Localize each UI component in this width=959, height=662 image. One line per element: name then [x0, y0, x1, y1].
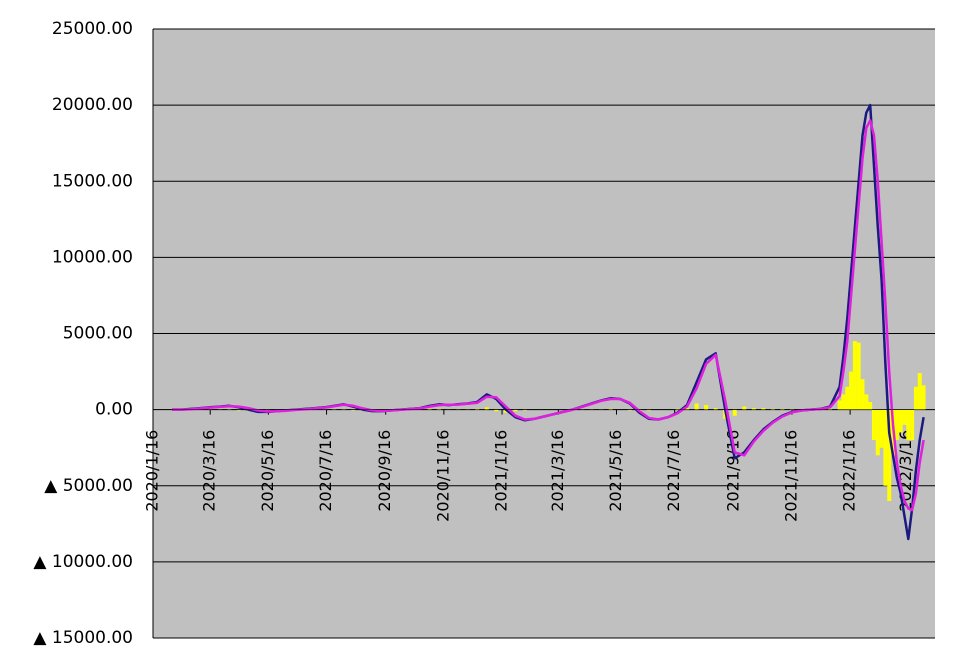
bar — [475, 408, 480, 410]
bar — [849, 371, 854, 410]
bar — [761, 408, 766, 410]
x-tick-label: 2020/3/16 — [200, 430, 219, 512]
bar — [887, 409, 892, 501]
y-tick-label: 25000.00 — [52, 19, 133, 39]
bar — [906, 409, 911, 441]
x-tick-label: 2020/1/16 — [143, 430, 162, 512]
bar — [685, 408, 690, 410]
bar — [875, 409, 880, 456]
bar — [770, 408, 775, 410]
bar — [675, 408, 680, 410]
bar — [236, 409, 241, 411]
x-tick-label: 2020/5/16 — [258, 430, 277, 512]
bar — [694, 403, 699, 410]
y-tick-label: 0.00 — [95, 400, 133, 420]
bar — [852, 341, 857, 410]
bar — [732, 409, 737, 416]
bar — [868, 402, 873, 410]
bar — [713, 408, 718, 410]
y-tick-label: ▲ 5000.00 — [44, 476, 133, 496]
bar — [913, 386, 918, 410]
x-tick-label: 2020/11/16 — [433, 430, 452, 522]
bar — [522, 409, 527, 411]
bar — [513, 409, 518, 412]
bar — [894, 409, 899, 441]
bar — [780, 408, 785, 410]
x-tick-label: 2021/9/16 — [723, 430, 742, 512]
y-tick-label: 15000.00 — [52, 171, 133, 191]
bar — [921, 385, 926, 410]
bar — [437, 408, 442, 410]
bar — [879, 409, 884, 448]
y-tick-label: 10000.00 — [52, 247, 133, 267]
bar — [837, 400, 842, 410]
bar — [917, 373, 922, 410]
bar — [845, 386, 850, 410]
bar — [871, 409, 876, 441]
bar — [898, 409, 903, 433]
x-tick-label: 2021/3/16 — [548, 430, 567, 512]
x-tick-label: 2020/9/16 — [375, 430, 394, 512]
bar — [351, 409, 356, 411]
bar — [856, 342, 861, 410]
line — [172, 119, 925, 512]
bar — [627, 409, 632, 411]
x-tick-label: 2021/1/16 — [492, 430, 511, 512]
bar — [704, 405, 709, 410]
bar — [608, 408, 613, 410]
bar — [484, 407, 489, 410]
bar — [751, 408, 756, 410]
y-tick-label: ▲ 10000.00 — [33, 552, 133, 572]
bar — [883, 409, 888, 486]
y-tick-label: 5000.00 — [63, 324, 133, 344]
bar — [841, 394, 846, 410]
x-tick-label: 2021/11/16 — [781, 430, 800, 522]
bar — [646, 409, 651, 411]
x-tick-label: 2021/7/16 — [664, 430, 683, 512]
x-tick-label: 2020/7/16 — [316, 430, 335, 512]
bar — [864, 394, 869, 410]
bar — [828, 408, 833, 410]
bar — [494, 409, 499, 412]
x-tick-label: 2021/5/16 — [606, 430, 625, 512]
bar — [902, 409, 907, 425]
y-tick-label: ▲ 15000.00 — [33, 628, 133, 648]
bar — [742, 406, 747, 410]
bar — [910, 409, 915, 441]
bar — [427, 408, 432, 410]
x-tick-label: 2022/1/16 — [840, 430, 859, 512]
bar — [860, 379, 865, 410]
y-tick-label: 20000.00 — [52, 95, 133, 115]
